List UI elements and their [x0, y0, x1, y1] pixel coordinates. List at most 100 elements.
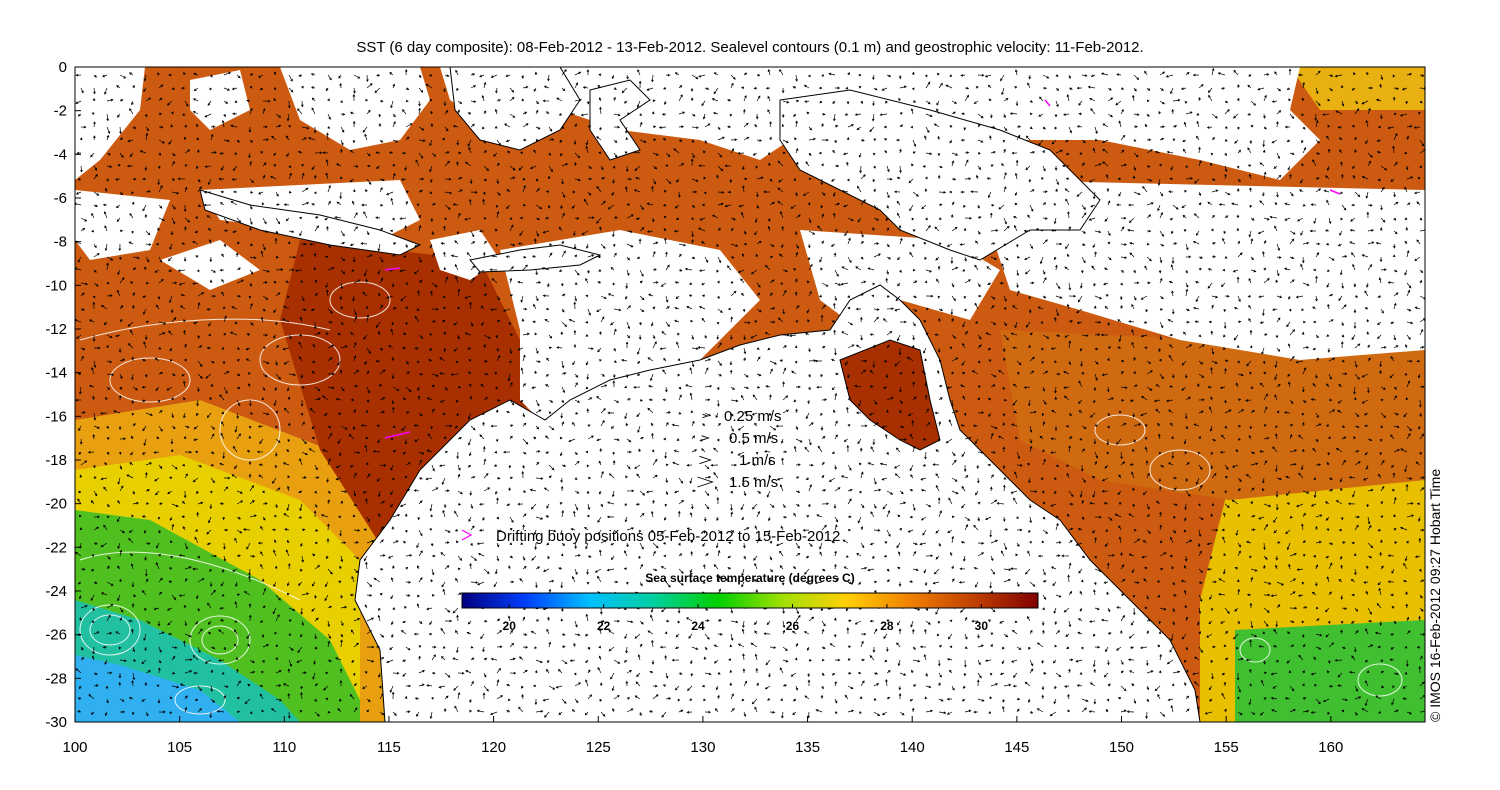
velocity-vector [236, 294, 242, 298]
velocity-vector [404, 165, 407, 171]
velocity-vector [896, 176, 901, 180]
velocity-vector [132, 267, 137, 271]
velocity-vector [1029, 112, 1033, 116]
velocity-vector [535, 100, 540, 105]
velocity-vector [496, 295, 501, 301]
velocity-vector [271, 135, 277, 141]
velocity-vector [260, 250, 264, 258]
velocity-vector [963, 308, 967, 312]
velocity-vector [1328, 256, 1335, 261]
velocity-vector [911, 243, 915, 248]
velocity-vector [1315, 100, 1321, 107]
velocity-vector [977, 204, 980, 209]
velocity-vector [221, 119, 225, 128]
velocity-vector [1042, 277, 1047, 284]
velocity-vector [977, 113, 984, 119]
velocity-vector [1185, 269, 1188, 274]
velocity-vector [1146, 178, 1153, 182]
velocity-vector [362, 292, 368, 297]
velocity-vector [196, 123, 199, 128]
velocity-vector [897, 282, 901, 287]
velocity-vector [843, 204, 849, 208]
velocity-vector [599, 97, 602, 102]
velocity-vector [130, 329, 134, 336]
velocity-vector [665, 321, 670, 327]
velocity-vector [573, 161, 577, 167]
velocity-vector [1054, 114, 1058, 118]
velocity-vector [769, 320, 776, 324]
velocity-vector [1120, 256, 1128, 260]
velocity-vector [1286, 87, 1291, 90]
velocity-vector [92, 295, 96, 299]
velocity-vector [294, 269, 303, 273]
velocity-vector [544, 216, 550, 220]
velocity-vector [702, 150, 706, 154]
velocity-vector [1172, 125, 1178, 128]
velocity-vector [729, 178, 733, 184]
velocity-vector [1116, 73, 1122, 76]
velocity-vector [756, 191, 759, 198]
velocity-vector [465, 161, 472, 167]
velocity-vector [860, 138, 865, 142]
velocity-vector [1146, 87, 1151, 91]
velocity-vector [542, 230, 550, 234]
velocity-vector [1120, 108, 1124, 115]
velocity-vector [846, 100, 850, 105]
velocity-vector [1171, 257, 1175, 264]
velocity-vector [690, 97, 694, 102]
velocity-vector [922, 164, 927, 168]
velocity-vector [639, 139, 647, 143]
velocity-vector [857, 185, 862, 193]
velocity-vector [377, 269, 381, 275]
velocity-vector [765, 86, 771, 90]
velocity-vector [522, 85, 529, 89]
velocity-vector [613, 96, 616, 102]
velocity-vector [444, 276, 449, 284]
velocity-vector [990, 150, 996, 154]
velocity-vector [1211, 67, 1215, 76]
velocity-vector [626, 214, 634, 219]
velocity-vector [937, 152, 941, 157]
velocity-vector [1353, 308, 1357, 314]
velocity-vector [652, 268, 657, 271]
velocity-vector [820, 178, 824, 186]
velocity-vector [802, 191, 810, 196]
velocity-vector [349, 243, 355, 246]
velocity-vector [558, 113, 563, 116]
velocity-vector [1093, 305, 1097, 310]
velocity-vector [532, 255, 537, 258]
velocity-vector [792, 86, 797, 89]
velocity-vector [339, 82, 343, 89]
velocity-vector [379, 203, 384, 207]
velocity-vector [717, 202, 724, 206]
velocity-vector [313, 252, 317, 258]
velocity-vector [375, 321, 381, 329]
velocity-vector [1165, 74, 1174, 78]
velocity-vector [610, 321, 615, 326]
velocity-vector [119, 74, 127, 79]
velocity-vector [990, 256, 997, 260]
velocity-vector [909, 204, 914, 212]
velocity-vector [262, 230, 269, 234]
velocity-vector [777, 187, 784, 193]
velocity-vector [353, 315, 358, 323]
velocity-vector [1208, 320, 1213, 324]
velocity-vector [496, 99, 501, 102]
velocity-vector [807, 243, 811, 249]
velocity-vector [1340, 84, 1344, 89]
velocity-vector [1080, 269, 1084, 274]
velocity-vector [1092, 147, 1096, 154]
velocity-vector [1168, 280, 1174, 284]
velocity-vector [899, 237, 903, 245]
velocity-vector [100, 304, 108, 310]
velocity-vector [353, 279, 361, 284]
velocity-vector [1276, 191, 1279, 198]
velocity-vector [678, 139, 683, 142]
velocity-vector [249, 217, 253, 225]
velocity-vector [431, 320, 436, 323]
velocity-vector [309, 242, 316, 246]
velocity-vector [1380, 268, 1387, 272]
velocity-vector [702, 113, 706, 120]
velocity-vector [1259, 200, 1265, 206]
velocity-vector [301, 172, 305, 180]
